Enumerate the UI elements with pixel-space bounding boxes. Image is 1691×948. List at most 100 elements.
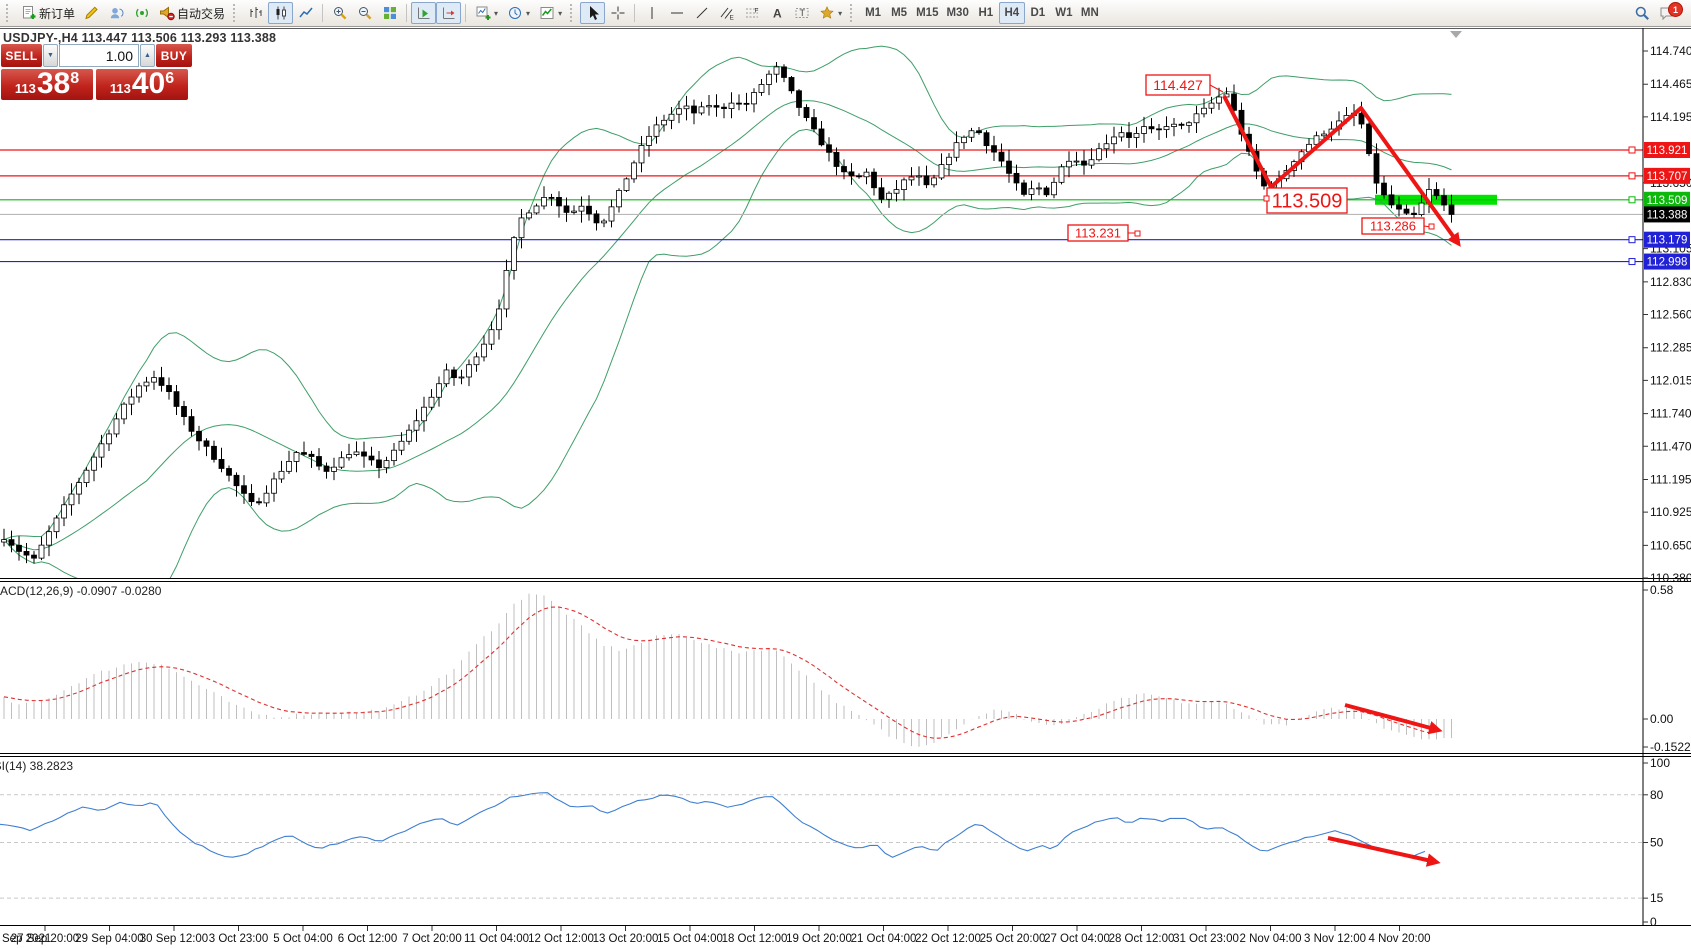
crosshair-button[interactable] bbox=[605, 2, 630, 24]
svg-text:31 Oct 23:00: 31 Oct 23:00 bbox=[1173, 933, 1239, 945]
rsi-trend-arrow[interactable] bbox=[1327, 836, 1441, 867]
svg-text:12 Oct 12:00: 12 Oct 12:00 bbox=[528, 933, 594, 945]
price-chart[interactable]: 114.740114.465114.195113.650113.105112.8… bbox=[0, 28, 1691, 948]
new-chart-icon bbox=[474, 5, 491, 22]
indicators-button[interactable]: ▾ bbox=[534, 2, 566, 24]
bid-integer: 113 bbox=[14, 81, 36, 96]
vertical-line-button[interactable] bbox=[639, 2, 664, 24]
zoom-out-button[interactable] bbox=[352, 2, 377, 24]
timeframe-m5-button[interactable]: M5 bbox=[886, 2, 912, 24]
line-handle[interactable] bbox=[1628, 146, 1636, 154]
fibonacci-button[interactable]: F bbox=[739, 2, 764, 24]
label-icon: T bbox=[793, 5, 810, 22]
svg-text:113.707: 113.707 bbox=[1647, 171, 1688, 183]
svg-text:27 Oct 04:00: 27 Oct 04:00 bbox=[1044, 933, 1110, 945]
timeframe-label: M15 bbox=[916, 7, 939, 19]
svg-text:28 Oct 12:00: 28 Oct 12:00 bbox=[1109, 933, 1175, 945]
candlestick-chart-button[interactable] bbox=[268, 2, 294, 24]
autotrading-button[interactable]: 自动交易 bbox=[154, 2, 229, 24]
auto-scroll-button[interactable] bbox=[411, 2, 437, 24]
candles-icon bbox=[272, 5, 289, 22]
toolbar-grip bbox=[850, 4, 856, 22]
zoom-in-button[interactable] bbox=[327, 2, 352, 24]
buy-button[interactable]: BUY bbox=[156, 44, 192, 67]
svg-text:29 Sep 04:00: 29 Sep 04:00 bbox=[75, 933, 143, 945]
timeframe-label: M1 bbox=[865, 7, 882, 19]
search-button[interactable] bbox=[1629, 2, 1654, 24]
timeframe-mn-button[interactable]: MN bbox=[1077, 2, 1103, 24]
sell-button[interactable]: SELL bbox=[1, 44, 42, 67]
line-chart-button[interactable] bbox=[293, 2, 318, 24]
timeframe-label: H4 bbox=[1004, 7, 1020, 19]
bar-chart-button[interactable] bbox=[243, 2, 268, 24]
macd-indicator bbox=[3, 593, 1452, 747]
svg-text:5 Oct 04:00: 5 Oct 04:00 bbox=[273, 933, 332, 945]
new-order-button[interactable]: 新订单 bbox=[16, 2, 79, 24]
autotrading-icon bbox=[158, 5, 175, 22]
volume-input[interactable]: 1.00 bbox=[59, 44, 139, 67]
svg-text:112.285: 112.285 bbox=[1650, 341, 1691, 355]
community-icon bbox=[108, 5, 125, 22]
dropdown-caret-icon: ▾ bbox=[558, 8, 563, 18]
timeframe-m15-button[interactable]: M15 bbox=[912, 2, 942, 24]
line-handle[interactable] bbox=[1628, 196, 1636, 204]
trendline-button[interactable] bbox=[689, 2, 714, 24]
line-handle[interactable] bbox=[1628, 172, 1636, 180]
volume-decrease-button[interactable]: ▼ bbox=[43, 44, 58, 67]
rsi-label: RSI(14) 38.2823 bbox=[0, 759, 73, 773]
main-trend-arrow[interactable] bbox=[1222, 95, 1461, 247]
svg-text:112.998: 112.998 bbox=[1647, 257, 1688, 269]
svg-text:21 Oct 04:00: 21 Oct 04:00 bbox=[851, 933, 917, 945]
svg-text:113.509: 113.509 bbox=[1272, 191, 1343, 213]
horizontal-line-button[interactable] bbox=[664, 2, 689, 24]
text-button[interactable]: A bbox=[764, 2, 789, 24]
line-handle[interactable] bbox=[1628, 258, 1636, 266]
timeframe-m30-button[interactable]: M30 bbox=[942, 2, 972, 24]
signals-button[interactable] bbox=[129, 2, 154, 24]
ask-pip-digit: 6 bbox=[165, 70, 175, 87]
timeframe-m1-button[interactable]: M1 bbox=[860, 2, 886, 24]
volume-increase-button[interactable]: ▲ bbox=[140, 44, 155, 67]
arrows-button[interactable]: ▾ bbox=[814, 2, 846, 24]
text-label-button[interactable]: T bbox=[789, 2, 814, 24]
svg-text:3 Nov 12:00: 3 Nov 12:00 bbox=[1304, 933, 1366, 945]
svg-text:113.231: 113.231 bbox=[1075, 226, 1121, 241]
timeframe-h4-button[interactable]: H4 bbox=[998, 2, 1025, 24]
timeframe-h1-button[interactable]: H1 bbox=[973, 2, 999, 24]
bid-main-digits: 38 bbox=[36, 67, 71, 100]
line-handle[interactable] bbox=[1628, 236, 1636, 244]
tile-windows-button[interactable] bbox=[377, 2, 402, 24]
mql5-community-button[interactable] bbox=[104, 2, 129, 24]
tiles-icon bbox=[381, 5, 398, 22]
price-axis[interactable]: 114.740114.465114.195113.650113.105112.8… bbox=[1643, 44, 1691, 585]
toolbar-button-label: 自动交易 bbox=[177, 6, 226, 21]
price-annotation-label[interactable]: 113.509 bbox=[1263, 187, 1348, 214]
svg-text:-0.1522: -0.1522 bbox=[1650, 740, 1691, 754]
macd-trend-arrow[interactable] bbox=[1344, 703, 1443, 735]
periods-button[interactable]: ▾ bbox=[502, 2, 534, 24]
svg-text:50: 50 bbox=[1650, 836, 1664, 850]
buy-price-button[interactable]: 113 40 6 bbox=[96, 69, 188, 100]
cursor-button[interactable] bbox=[580, 2, 606, 24]
svg-text:111.740: 111.740 bbox=[1650, 407, 1691, 421]
metaeditor-button[interactable] bbox=[79, 2, 104, 24]
svg-text:110.650: 110.650 bbox=[1650, 538, 1691, 552]
svg-text:E: E bbox=[729, 15, 734, 22]
timeframe-d1-button[interactable]: D1 bbox=[1025, 2, 1051, 24]
chart-shift-marker[interactable] bbox=[1450, 31, 1462, 38]
symbol-ohlc-label: USDJPY-,H4 113.447 113.506 113.293 113.3… bbox=[3, 31, 277, 45]
sell-price-button[interactable]: 113 38 8 bbox=[1, 69, 93, 100]
price-annotation-label[interactable]: 113.286 bbox=[1361, 217, 1435, 235]
price-annotation-label[interactable]: 114.427 bbox=[1145, 74, 1211, 96]
macd-axis: 0.58 0.00 -0.1522 bbox=[1643, 583, 1691, 754]
svg-text:22 Oct 12:00: 22 Oct 12:00 bbox=[915, 933, 981, 945]
chart-shift-button[interactable] bbox=[436, 2, 462, 24]
channel-icon: E bbox=[718, 5, 735, 22]
svg-text:3 Oct 23:00: 3 Oct 23:00 bbox=[209, 933, 268, 945]
timeframe-w1-button[interactable]: W1 bbox=[1051, 2, 1077, 24]
equidistant-channel-button[interactable]: E bbox=[714, 2, 739, 24]
price-annotation-label[interactable]: 113.231 bbox=[1067, 224, 1141, 242]
community-chat-button[interactable]: 1 bbox=[1654, 2, 1683, 24]
new-chart-button[interactable]: ▾ bbox=[470, 2, 502, 24]
